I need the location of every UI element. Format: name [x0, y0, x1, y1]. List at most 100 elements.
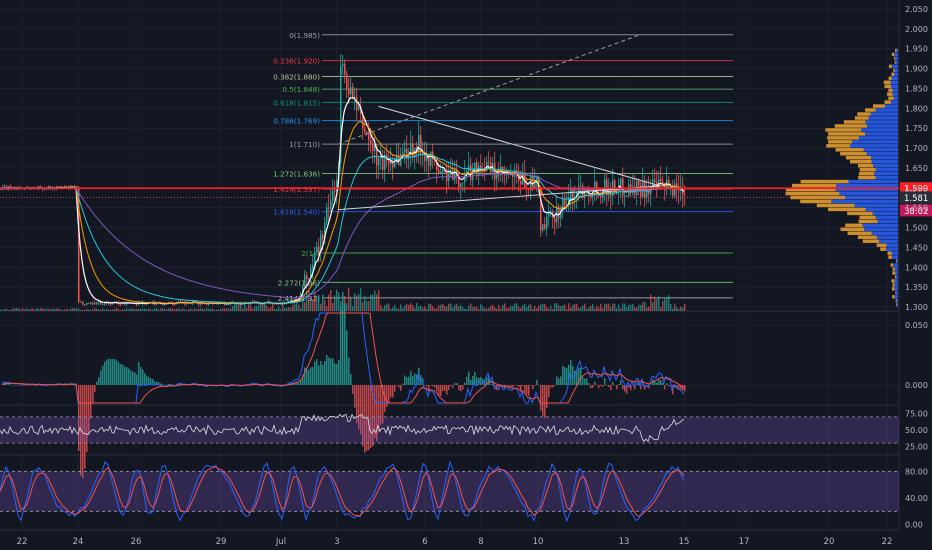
- volume-bar: [676, 307, 678, 311]
- macd-histogram-bar: [354, 385, 356, 408]
- volume-bar: [170, 308, 172, 311]
- candle-body: [466, 170, 468, 173]
- candle-body: [472, 169, 474, 181]
- volume-bar: [278, 306, 280, 311]
- x-tick-label: 24: [73, 537, 84, 547]
- volume-bar: [360, 288, 362, 311]
- profile-bar-down: [888, 64, 892, 69]
- volume-bar: [190, 308, 192, 311]
- candle-body: [394, 162, 396, 168]
- volume-bar: [48, 309, 50, 311]
- volume-bar: [386, 304, 388, 311]
- profile-bar-down: [872, 104, 886, 108]
- volume-bar: [284, 307, 286, 311]
- profile-bar-up: [896, 275, 898, 279]
- candle-body: [468, 165, 470, 171]
- candle-body: [198, 302, 200, 305]
- price-tick-label: 1.400: [905, 263, 928, 272]
- volume-bar: [364, 295, 366, 311]
- volume-bar: [318, 294, 320, 311]
- profile-bar-up: [896, 259, 898, 263]
- macd-histogram-bar: [374, 385, 376, 439]
- macd-histogram-bar: [674, 385, 676, 388]
- candle-body: [614, 180, 616, 194]
- profile-bar-up: [894, 267, 898, 271]
- macd-histogram-bar: [156, 381, 158, 385]
- macd-histogram-bar: [678, 385, 680, 391]
- profile-bar-down: [888, 76, 892, 81]
- profile-bar-up: [876, 235, 898, 239]
- volume-bar: [22, 308, 24, 311]
- profile-bar-down: [896, 259, 897, 263]
- volume-bar: [582, 305, 584, 311]
- volume-bar: [416, 303, 418, 311]
- profile-bar-down: [790, 195, 846, 200]
- volume-bar: [300, 308, 302, 311]
- macd-histogram-bar: [396, 385, 398, 386]
- macd-histogram-bar: [102, 365, 104, 385]
- volume-bar: [72, 308, 74, 311]
- macd-histogram-bar: [320, 360, 322, 385]
- volume-bar: [596, 305, 598, 311]
- profile-bar-up: [885, 104, 898, 108]
- profile-bar-up: [894, 52, 898, 57]
- macd-histogram-bar: [628, 385, 630, 388]
- macd-histogram-bar: [334, 363, 336, 385]
- macd-histogram-bar: [62, 385, 64, 386]
- volume-bar: [388, 303, 390, 311]
- macd-histogram-bar: [444, 385, 446, 391]
- profile-bar-down: [826, 144, 850, 148]
- macd-histogram-bar: [506, 384, 508, 386]
- volume-bar: [602, 307, 604, 311]
- macd-histogram-bar: [400, 385, 402, 391]
- macd-histogram-bar: [624, 385, 626, 392]
- macd-histogram-bar: [166, 384, 168, 386]
- macd-histogram-bar: [452, 385, 454, 389]
- volume-bar: [382, 308, 384, 311]
- volume-bar: [28, 309, 30, 311]
- profile-bar-up: [875, 167, 898, 172]
- profile-bar-up: [875, 215, 898, 220]
- volume-bar: [590, 305, 592, 311]
- volume-bar: [442, 303, 444, 311]
- volume-bar: [120, 309, 122, 311]
- volume-bar: [304, 302, 306, 311]
- volume-bar: [508, 307, 510, 311]
- volume-bar: [16, 308, 18, 311]
- macd-histogram-bar: [594, 381, 596, 385]
- macd-histogram-bar: [438, 385, 440, 396]
- volume-bar: [542, 303, 544, 311]
- candle-body: [558, 206, 560, 219]
- candle-body: [330, 200, 332, 209]
- profile-bar-up: [886, 243, 898, 247]
- volume-bar: [290, 307, 292, 311]
- profile-bar-up: [891, 64, 898, 69]
- volume-bar: [240, 303, 242, 311]
- volume-bar: [648, 306, 650, 311]
- profile-bar-up: [854, 203, 898, 208]
- volume-bar: [92, 309, 94, 311]
- volume-bar: [678, 308, 680, 311]
- volume-bar: [510, 305, 512, 311]
- macd-histogram-bar: [466, 376, 468, 385]
- candle-body: [660, 178, 662, 182]
- volume-bar: [496, 308, 498, 311]
- volume-bar: [124, 309, 126, 311]
- volume-bar: [532, 308, 534, 311]
- x-tick-label: 22: [882, 537, 893, 547]
- macd-histogram-bar: [410, 371, 412, 385]
- candle-body: [564, 198, 566, 207]
- profile-bar-down: [891, 287, 895, 291]
- macd-histogram-bar: [616, 385, 618, 390]
- macd-histogram-bar: [554, 385, 556, 386]
- volume-bar: [258, 305, 260, 311]
- volume-bar: [494, 307, 496, 311]
- volume-bar: [344, 296, 346, 311]
- candle-body: [454, 169, 456, 180]
- volume-bar: [680, 306, 682, 311]
- macd-histogram-bar: [68, 385, 70, 386]
- volume-bar: [654, 296, 656, 311]
- profile-bar-up: [894, 287, 898, 291]
- last-price-label: 1.599: [904, 185, 928, 195]
